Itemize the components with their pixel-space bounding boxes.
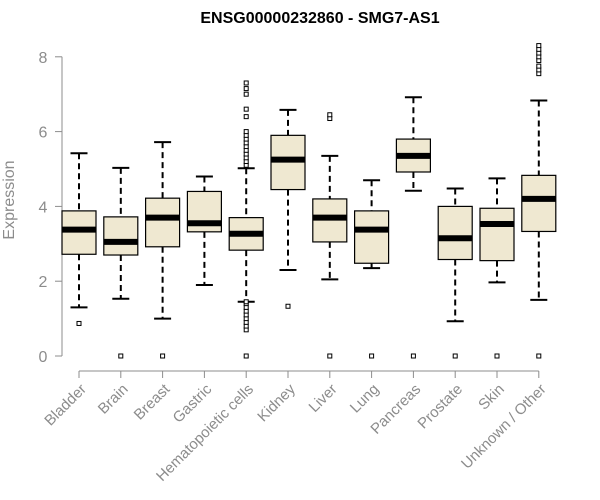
outlier-point [160, 353, 166, 359]
outlier-point [76, 320, 82, 326]
y-tick-label: 2 [39, 274, 48, 291]
x-tick-label: Liver [306, 381, 341, 416]
box-iqr [479, 207, 515, 262]
outlier-point [243, 80, 249, 86]
outlier-point [494, 353, 500, 359]
box-skin [479, 177, 515, 359]
box-prostate [437, 187, 473, 359]
plot-area [61, 43, 557, 359]
y-tick-label: 0 [39, 349, 48, 366]
y-tick-label: 6 [39, 125, 48, 142]
x-tick-label: Lung [347, 381, 383, 417]
outlier-point [369, 353, 375, 359]
outlier-point [118, 353, 124, 359]
box-brain [103, 166, 139, 359]
y-axis-label: Expression [1, 160, 18, 239]
box-iqr [145, 197, 181, 248]
x-tick-label: Prostate [414, 381, 466, 433]
x-tick-label: Bladder [41, 381, 90, 430]
x-tick-label: Breast [131, 380, 174, 423]
outlier-point [243, 114, 249, 120]
outlier-point [243, 353, 249, 359]
box-iqr [437, 205, 473, 261]
box-iqr [103, 216, 139, 256]
box-gastric [186, 175, 222, 286]
outlier-point [410, 353, 416, 359]
outlier-point [536, 63, 542, 69]
box-bladder [61, 152, 97, 326]
outlier-point [327, 112, 333, 118]
outlier-point [285, 303, 291, 309]
box-lung [354, 179, 390, 359]
box-kidney [270, 108, 306, 309]
y-tick-label: 8 [39, 50, 48, 67]
chart-title: ENSG00000232860 - SMG7-AS1 [200, 10, 439, 27]
box-breast [145, 141, 181, 359]
y-tick-label: 4 [39, 199, 48, 216]
outlier-point [243, 86, 249, 92]
x-tick-label: Kidney [254, 380, 299, 425]
outlier-point [536, 43, 542, 49]
y-axis: 0 2 4 6 8 [39, 50, 63, 366]
box-liver [312, 112, 348, 359]
outlier-point [243, 91, 249, 97]
box-iqr [354, 210, 390, 264]
x-tick-label: Brain [95, 381, 132, 418]
box-pancreas [395, 96, 431, 359]
outlier-point [243, 106, 249, 112]
outlier-point [536, 353, 542, 359]
box-iqr [521, 174, 557, 233]
outlier-point [243, 299, 249, 305]
outlier-point [327, 353, 333, 359]
box-hematopoietic-cells [228, 80, 264, 359]
outlier-point [243, 129, 249, 135]
outlier-point [452, 353, 458, 359]
box-unknown-other [521, 43, 557, 359]
x-tick-label: Skin [475, 381, 508, 414]
